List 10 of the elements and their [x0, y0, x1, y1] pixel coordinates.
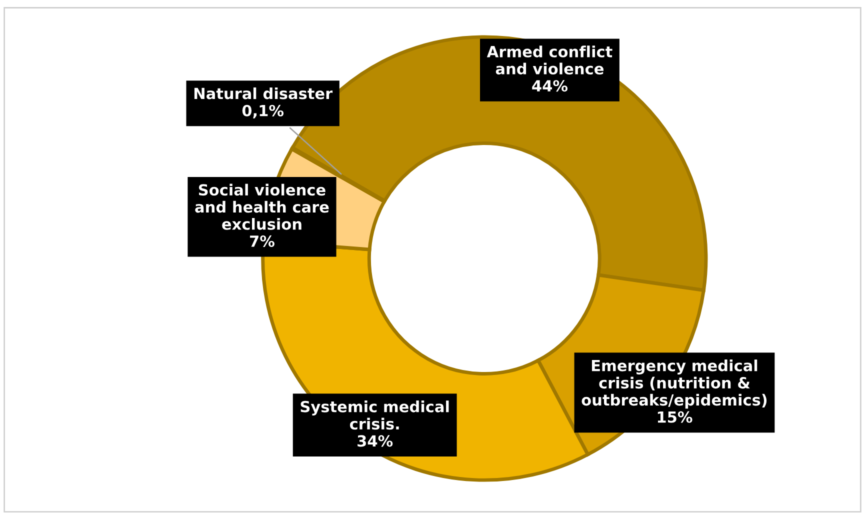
- slice-label: Social violence and health care exclusion: [195, 184, 329, 230]
- data-label: 0,1%: [242, 104, 284, 118]
- data-label: 34%: [358, 435, 393, 447]
- slice-label: Emergency medical crisis (nutrition & outbreaks/epidemics): [582, 360, 767, 409]
- data-label: 15%: [658, 411, 692, 423]
- slice-label: Systemic medical crisis.: [300, 400, 449, 430]
- slice-label: Armed conflict and violence: [486, 46, 612, 75]
- data-label: 44%: [532, 80, 568, 92]
- data-label: 7%: [250, 235, 274, 247]
- slice-label: Natural disaster: [194, 87, 333, 100]
